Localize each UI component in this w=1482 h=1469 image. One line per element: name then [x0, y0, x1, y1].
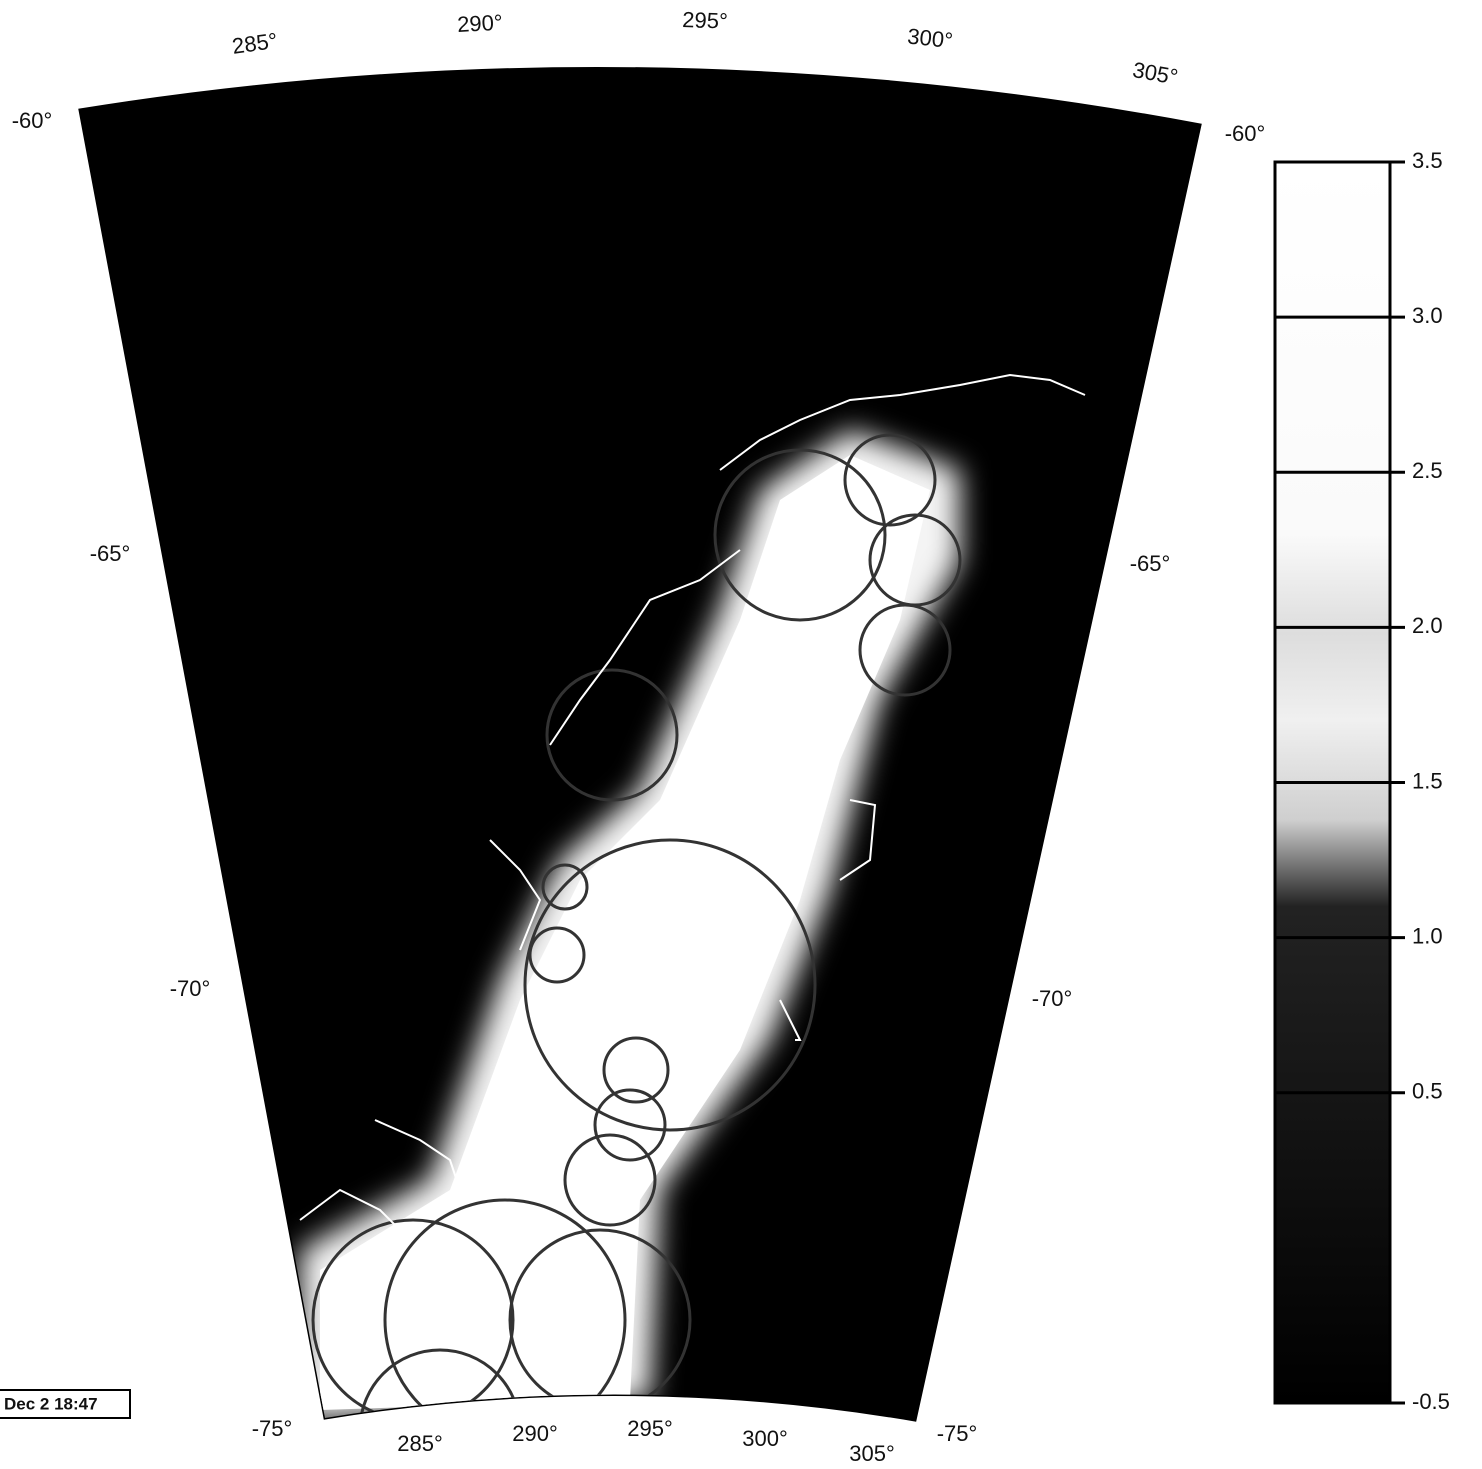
lat-label: -60° — [1225, 121, 1266, 146]
bottom-lon-labels: 285° 290° 295° 300° 305° — [397, 1416, 895, 1466]
colorbar-tick-label: 2.5 — [1412, 458, 1443, 483]
timestamp: Dec 2 18:47 — [4, 1394, 98, 1413]
map — [80, 68, 1200, 1469]
lat-label: -65° — [90, 541, 131, 566]
lat-label: -75° — [252, 1416, 293, 1441]
timestamp-box: Dec 2 18:47 — [0, 1390, 130, 1418]
colorbar-tick-label: -0.5 — [1412, 1389, 1450, 1414]
lat-label: -60° — [12, 108, 53, 133]
lon-label: 285° — [397, 1431, 443, 1456]
lon-label: 295° — [682, 7, 728, 34]
lat-label: -70° — [170, 976, 211, 1001]
colorbar-tick-label: 2.0 — [1412, 613, 1443, 638]
colorbar-tick-label: 0.5 — [1412, 1079, 1443, 1104]
lon-label: 300° — [906, 24, 954, 54]
colorbar-tick-label: 1.5 — [1412, 768, 1443, 793]
lon-label: 290° — [512, 1421, 558, 1446]
lat-label: -65° — [1130, 551, 1171, 576]
lon-label: 300° — [742, 1426, 788, 1451]
figure: 285° 290° 295° 300° 305° 285° 290° 295° … — [0, 0, 1482, 1469]
lon-label: 290° — [457, 10, 504, 37]
lat-label: -70° — [1032, 986, 1073, 1011]
colorbar-tick-label: 3.5 — [1412, 148, 1443, 173]
lon-label: 305° — [849, 1441, 895, 1466]
colorbar-tick-label: 3.0 — [1412, 303, 1443, 328]
lon-label: 285° — [230, 28, 279, 59]
colorbar: 3.5 3.0 2.5 2.0 1.5 1.0 0.5 -0.5 — [1275, 148, 1450, 1414]
lon-label: 305° — [1131, 57, 1180, 90]
colorbar-tick-label: 1.0 — [1412, 923, 1443, 948]
lat-label: -75° — [937, 1421, 978, 1446]
lon-label: 295° — [627, 1416, 673, 1441]
